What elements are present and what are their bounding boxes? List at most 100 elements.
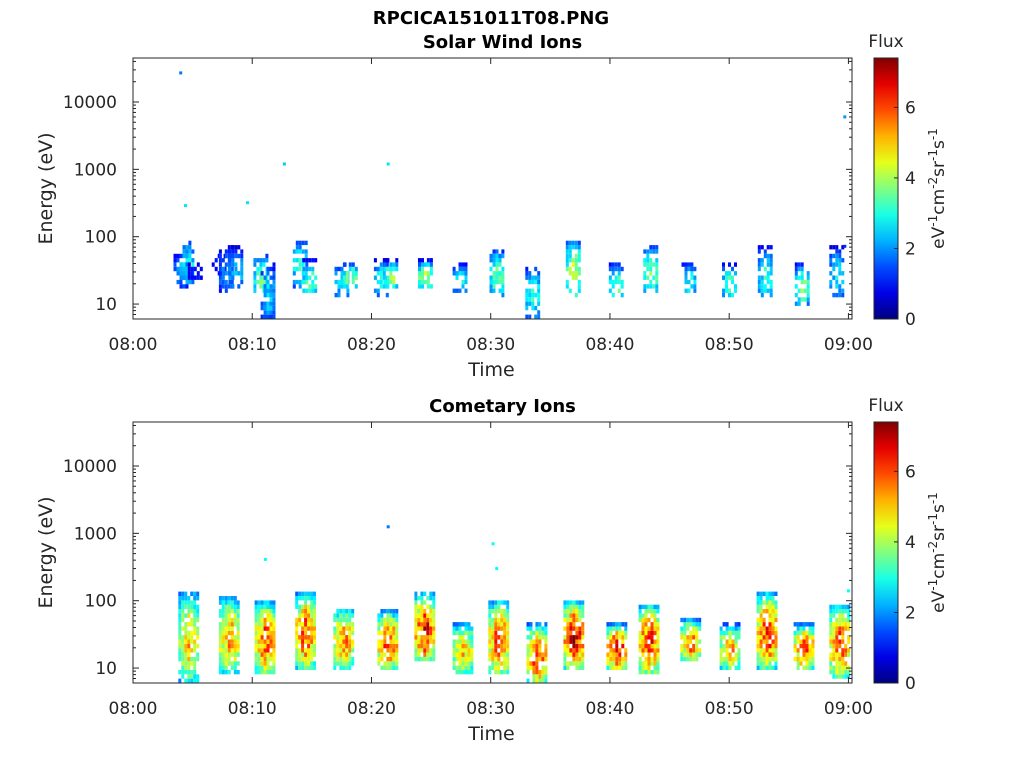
spectrogram-cell [572, 626, 576, 631]
spectrogram-cell [759, 656, 763, 662]
spectrogram-cell [647, 626, 651, 631]
spectrogram-cell [221, 284, 225, 289]
spectrogram-cell [340, 275, 344, 280]
spectrogram-cell [295, 622, 299, 627]
spectrogram-cell [190, 275, 194, 280]
spectrogram-cell [829, 622, 833, 627]
spectrogram-cell [464, 288, 468, 293]
spectrogram-cell [808, 635, 812, 640]
spectrogram-cell [221, 656, 225, 662]
spectrogram-cell [301, 591, 305, 596]
spectrogram-cell [832, 670, 836, 675]
spectrogram-cell [506, 617, 510, 623]
spectrogram-cell [802, 635, 806, 640]
spectrogram-cell [531, 297, 535, 302]
spectrogram-cell [841, 670, 845, 675]
spectrogram-cell [765, 639, 769, 644]
spectrogram-cell [734, 288, 737, 293]
spectrogram-cell [647, 617, 651, 623]
spectrogram-cell [641, 665, 645, 670]
spectrogram-cell [257, 652, 261, 657]
spectrogram-cell [224, 271, 228, 276]
spectrogram-cell [756, 630, 760, 636]
spectrogram-cell [304, 648, 308, 653]
spectrogram-cell [395, 635, 399, 640]
spectrogram-cell [464, 622, 468, 627]
spectrogram-cell [184, 596, 188, 601]
spectrogram-cell [581, 609, 585, 614]
spectrogram-cell [224, 262, 228, 267]
spectrogram-cell [722, 656, 726, 662]
spectrogram-cell [841, 630, 845, 636]
spectrogram-cell [426, 626, 430, 631]
spectrogram-cell [310, 622, 314, 627]
spectrogram-cell [731, 292, 734, 298]
spectrogram-cell [829, 643, 833, 649]
spectrogram-cell [806, 292, 810, 298]
spectrogram-cell [301, 626, 305, 631]
spectrogram-cell [612, 626, 616, 631]
spectrogram-cell [178, 635, 182, 640]
spectrogram-cell [389, 622, 393, 627]
spectrogram-cell [497, 656, 501, 662]
spectrogram-cell [301, 643, 305, 649]
spectrogram-cell [692, 643, 696, 649]
spectrogram-cell [503, 635, 507, 640]
spectrogram-cell [269, 604, 273, 609]
spectrogram-cell [838, 656, 842, 662]
spectrogram-cell [829, 279, 833, 285]
spectrogram-cell [574, 253, 578, 259]
spectrogram-cell [304, 604, 308, 609]
spectrogram-cell [386, 609, 390, 614]
spectrogram-cell [231, 262, 235, 267]
spectrogram-cell [800, 266, 804, 272]
spectrogram-cell [538, 622, 542, 627]
spectrogram-cell [488, 635, 492, 640]
spectrogram-cell [531, 305, 535, 311]
spectrogram-cell [692, 648, 696, 653]
spectrogram-cell [538, 656, 542, 662]
spectrogram-cell [684, 288, 688, 293]
spectrogram-cell [612, 652, 616, 657]
spectrogram-cell [236, 600, 240, 605]
spectrogram-cell [565, 249, 569, 254]
spectrogram-cell [525, 314, 529, 319]
spectrogram-cell [652, 262, 656, 267]
spectrogram-cell [467, 656, 471, 662]
spectrogram-cell [269, 266, 273, 272]
spectrogram-cell [190, 617, 194, 623]
spectrogram-cell [808, 630, 812, 636]
spectrogram-cell [759, 600, 763, 605]
spectrogram-point [843, 244, 847, 248]
spectrogram-cell [488, 643, 492, 649]
spectrogram-cell [392, 643, 396, 649]
spectrogram-cell [728, 626, 732, 631]
spectrogram-cell [266, 284, 270, 289]
spectrogram-cell [535, 622, 539, 627]
spectrogram-cell [458, 630, 462, 636]
spectrogram-cell [185, 245, 189, 250]
spectrogram-cell [835, 626, 839, 631]
spectrogram-cell [650, 639, 654, 644]
spectrogram-cell [260, 617, 264, 623]
spectrogram-cell [348, 635, 352, 640]
colorbar-tick-label: 4 [905, 169, 916, 189]
spectrogram-cell [529, 630, 533, 636]
spectrogram-cell [470, 648, 474, 653]
spectrogram-cell [461, 271, 465, 276]
spectrogram-cell [240, 253, 244, 259]
spectrogram-cell [611, 279, 615, 285]
spectrogram-cell [257, 670, 261, 675]
spectrogram-cell [233, 639, 237, 644]
spectrogram-cell [345, 643, 349, 649]
spectrogram-cell [452, 643, 456, 649]
spectrogram-cell [771, 613, 775, 618]
spectrogram-cell [272, 297, 276, 302]
spectrogram-cell [541, 635, 545, 640]
spectrogram-cell [774, 630, 778, 636]
spectrogram-cell [389, 661, 393, 666]
spectrogram-cell [426, 596, 430, 601]
spectrogram-cell [525, 305, 529, 311]
spectrogram-cell [313, 626, 316, 631]
spectrogram-cell [690, 271, 694, 276]
